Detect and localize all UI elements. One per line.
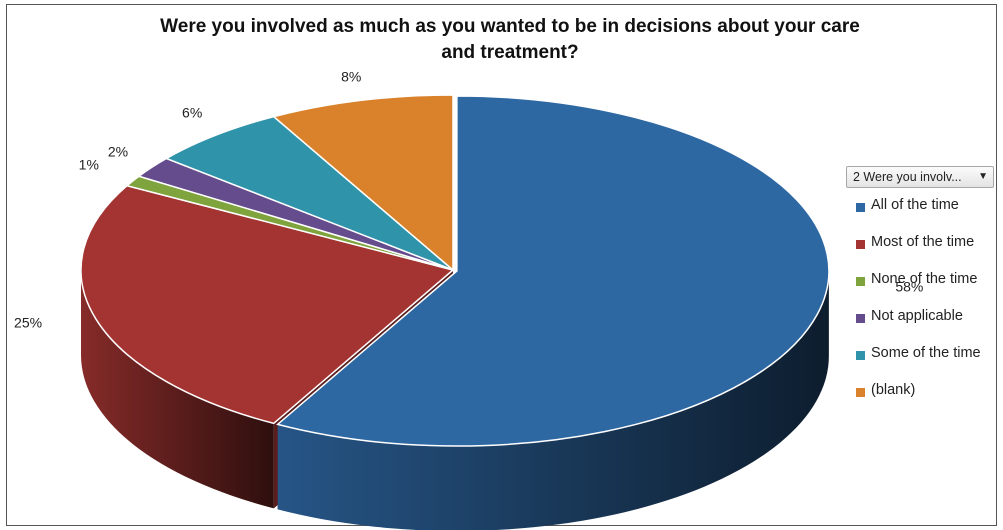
legend-swatch bbox=[856, 351, 865, 360]
legend-label: Not applicable bbox=[871, 308, 963, 324]
field-filter-label: 2 Were you involv... bbox=[853, 170, 962, 184]
legend-item-most-of-the-time[interactable]: Most of the time bbox=[856, 234, 981, 271]
legend-item-all-of-the-time[interactable]: All of the time bbox=[856, 197, 981, 234]
pie-slice-some-of-the-time[interactable] bbox=[164, 115, 454, 271]
legend-item-blank[interactable]: (blank) bbox=[856, 382, 981, 419]
pie-side-0 bbox=[277, 270, 829, 530]
chart-title: Were you involved as much as you wanted … bbox=[160, 16, 860, 63]
legend-swatch bbox=[856, 240, 865, 249]
legend-label: Most of the time bbox=[871, 234, 975, 250]
legend-item-not-applicable[interactable]: Not applicable bbox=[856, 308, 981, 345]
pie-label-3: 2% bbox=[108, 144, 128, 160]
chart-legend: All of the time Most of the time None of t… bbox=[856, 197, 981, 419]
pie-slice-all-of-the-time[interactable] bbox=[276, 95, 830, 447]
pie-tops bbox=[80, 94, 830, 447]
legend-label: All of the time bbox=[871, 197, 959, 213]
pie-label-1: 25% bbox=[14, 314, 42, 330]
legend-swatch bbox=[856, 314, 865, 323]
legend-swatch bbox=[856, 388, 865, 397]
pie-label-2: 1% bbox=[79, 157, 99, 173]
legend-swatch bbox=[856, 203, 865, 212]
dropdown-arrow-icon[interactable]: ▼ bbox=[978, 171, 988, 182]
field-filter-button[interactable]: 2 Were you involv... ▼ bbox=[846, 166, 994, 188]
legend-label: (blank) bbox=[871, 382, 916, 398]
pie-label-4: 6% bbox=[182, 104, 202, 120]
legend-item-some-of-the-time[interactable]: Some of the time bbox=[856, 345, 981, 382]
pie-labels: 58% 25% 1% 2% 6% 8% bbox=[14, 68, 923, 330]
legend-item-none-of-the-time[interactable]: None of the time bbox=[856, 271, 981, 308]
pie-side-1 bbox=[81, 270, 274, 509]
legend-swatch bbox=[856, 277, 865, 286]
pie-slice-most-of-the-time[interactable] bbox=[80, 184, 455, 425]
pie-label-0: 58% bbox=[895, 279, 923, 295]
pie-label-5: 8% bbox=[341, 68, 361, 84]
legend-label: None of the time bbox=[871, 271, 978, 287]
legend-label: Some of the time bbox=[871, 345, 981, 361]
pie-slice-blank[interactable] bbox=[272, 94, 454, 272]
